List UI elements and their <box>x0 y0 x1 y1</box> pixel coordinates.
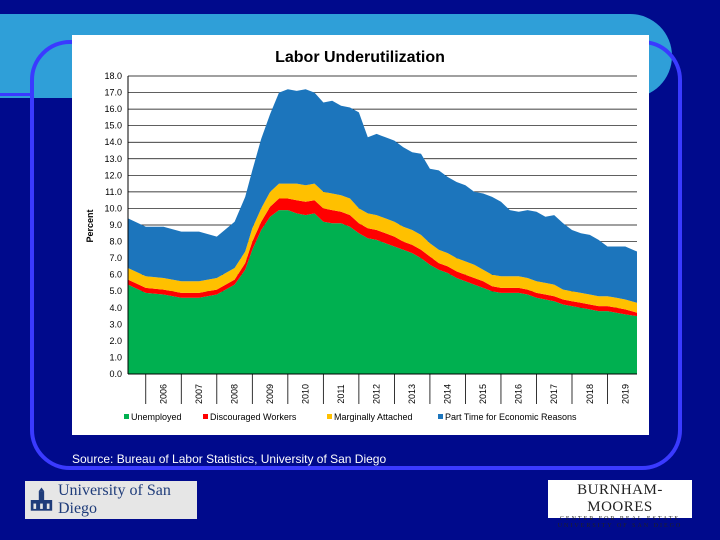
y-tick-label: 4.0 <box>109 303 122 313</box>
x-tick-label: 2006 <box>159 384 169 404</box>
x-tick-label: 2018 <box>585 384 595 404</box>
y-tick-label: 1.0 <box>109 352 122 362</box>
area-series-3 <box>128 89 637 303</box>
legend-label: Discouraged Workers <box>210 412 297 422</box>
x-tick-label: 2019 <box>620 384 630 404</box>
usd-logo: University of San Diego <box>25 481 197 519</box>
band-divider <box>0 93 30 96</box>
area-series-2 <box>128 183 637 313</box>
y-tick-label: 12.0 <box>104 170 122 180</box>
y-tick-label: 2.0 <box>109 336 122 346</box>
y-tick-label: 8.0 <box>109 237 122 247</box>
burnham-moores-wordmark: BURNHAM-MOORES <box>577 482 663 515</box>
legend-label: Marginally Attached <box>334 412 413 422</box>
chart-card: Labor Underutilization Percent 0.0 1.0 2.0… <box>72 35 649 435</box>
x-tick-label: 2013 <box>407 384 417 404</box>
y-tick-labels: 0.0 1.0 2.0 3.0 4.0 5.0 6.0 7.0 8.0 9.0 10.0 11.0 12… <box>104 71 122 379</box>
burnham-moores-sub1: CENTER FOR REAL ESTATE <box>559 516 681 522</box>
stacked-areas <box>128 89 637 374</box>
y-tick-label: 9.0 <box>109 220 122 230</box>
legend-swatch <box>124 414 129 419</box>
y-tick-label: 6.0 <box>109 270 122 280</box>
y-tick-label: 0.0 <box>109 369 122 379</box>
x-tick-label: 2016 <box>514 384 524 404</box>
y-tick-label: 14.0 <box>104 137 122 147</box>
mission-building-icon <box>30 487 53 511</box>
x-tick-label: 2008 <box>230 384 240 404</box>
y-tick-label: 17.0 <box>104 88 122 98</box>
x-tick-label: 2015 <box>478 384 488 404</box>
x-tick-label: 2009 <box>265 384 275 404</box>
legend-swatch <box>438 414 443 419</box>
burnham-moores-sub2: UNIVERSITY OF SAN DIEGO <box>557 523 683 529</box>
x-tick-label: 2017 <box>549 384 559 404</box>
area-series-0 <box>128 210 637 374</box>
chart-title: Labor Underutilization <box>275 49 445 66</box>
axes <box>127 76 637 404</box>
y-tick-label: 3.0 <box>109 319 122 329</box>
y-tick-label: 18.0 <box>104 71 122 81</box>
x-tick-label: 2012 <box>372 384 382 404</box>
y-tick-label: 11.0 <box>105 187 122 197</box>
x-tick-label: 2007 <box>194 384 204 404</box>
x-tick-labels: 2006 2007 2008 2009 2010 2011 2012 2013 2014 2015… <box>159 384 631 404</box>
y-tick-label: 5.0 <box>109 286 122 296</box>
legend-label: Unemployed <box>131 412 182 422</box>
area-series-1 <box>128 198 637 317</box>
y-tick-label: 13.0 <box>104 154 122 164</box>
x-tick-label: 2011 <box>336 384 346 403</box>
burnham-moores-logo: BURNHAM-MOORES CENTER FOR REAL ESTATE UN… <box>548 480 692 529</box>
x-tick-label: 2014 <box>443 384 453 404</box>
y-tick-label: 10.0 <box>104 203 122 213</box>
x-tick-label: 2010 <box>301 384 311 404</box>
legend-swatch <box>203 414 208 419</box>
usd-wordmark: University of San Diego <box>57 482 171 517</box>
y-tick-label: 7.0 <box>109 253 122 263</box>
legend-label: Part Time for Economic Reasons <box>445 412 577 422</box>
y-tick-label: 15.0 <box>104 121 122 131</box>
legend: Unemployed Discouraged Workers Marginally … <box>124 412 577 422</box>
y-axis-label: Percent <box>85 209 95 242</box>
labor-underutilization-chart: Labor Underutilization Percent 0.0 1.0 2.0… <box>85 49 637 422</box>
legend-swatch <box>327 414 332 419</box>
y-tick-label: 16.0 <box>104 104 122 114</box>
source-note: Source: Bureau of Labor Statistics, Univ… <box>72 452 387 466</box>
